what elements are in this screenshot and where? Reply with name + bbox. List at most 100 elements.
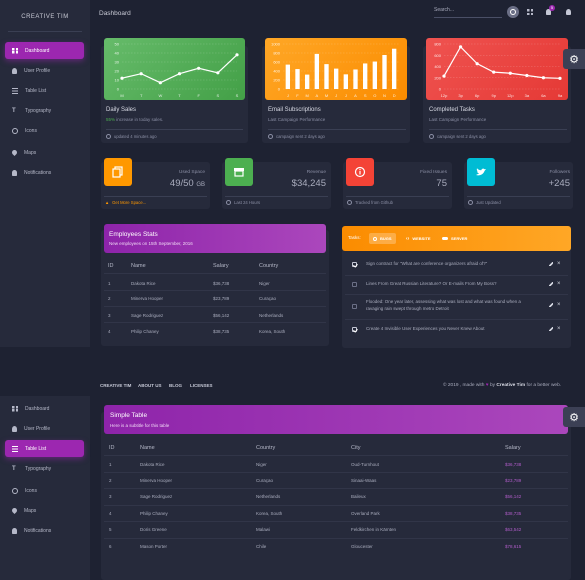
- tab-bugs[interactable]: BUGS: [369, 233, 396, 244]
- sidebar-item-label: User Profile: [24, 425, 51, 432]
- sidebar-item-typography[interactable]: T Typography: [5, 102, 84, 119]
- x-tick-label: 12p: [507, 93, 514, 98]
- sidebar-item-notifications[interactable]: Notifications: [5, 164, 84, 181]
- edit-icon[interactable]: [549, 303, 553, 307]
- sidebar-item-user-profile[interactable]: User Profile: [5, 62, 84, 79]
- task-checkbox[interactable]: [352, 327, 357, 332]
- sidebar-item-typography[interactable]: T Typography: [5, 460, 84, 477]
- divider: [467, 196, 570, 197]
- cell-id: 3: [109, 494, 112, 499]
- close-icon[interactable]: ×: [557, 326, 561, 332]
- data-point: [442, 74, 446, 78]
- edit-icon[interactable]: [549, 282, 553, 286]
- copyright-text: © 2019 , made with: [443, 383, 485, 388]
- sidebar-item-dashboard[interactable]: Dashboard: [5, 42, 84, 59]
- bug-icon: [373, 236, 377, 241]
- settings-gear-icon[interactable]: ⚙: [563, 49, 585, 69]
- completed-tasks-chart: 0 200 400 600 800 12p 3p 6p 9p 12p 3a 6a 9a: [426, 38, 568, 100]
- column-header-name: Name: [140, 445, 155, 451]
- x-tick-label: 6p: [475, 93, 480, 98]
- sidebar-item-label: User Profile: [24, 67, 51, 74]
- x-tick-label: T: [140, 93, 143, 98]
- sidebar-item-maps[interactable]: Maps: [5, 502, 84, 519]
- footer-text: Just Updated: [476, 200, 501, 205]
- sidebar-item-maps[interactable]: Maps: [5, 144, 84, 161]
- copyright-brand[interactable]: Creative Tim: [496, 383, 526, 388]
- cell-country: Korea, South: [256, 511, 283, 516]
- bar: [391, 48, 397, 89]
- x-tick-label: N: [383, 93, 386, 98]
- edit-icon[interactable]: [549, 327, 553, 331]
- brand-logo[interactable]: CREATIVE TIM: [21, 14, 69, 20]
- cell-salary: $23,789: [505, 478, 522, 483]
- sidebar-item-notifications[interactable]: Notifications: [5, 522, 84, 539]
- email-subscriptions-chart: 0 200 400 600 800 1000 J F M A M J J A S O N D: [265, 38, 407, 100]
- clock-icon: [429, 134, 434, 139]
- footer-link-blog[interactable]: BLOG: [169, 383, 182, 388]
- sidebar-item-icons[interactable]: Icons: [5, 122, 84, 139]
- search-button[interactable]: [507, 6, 519, 18]
- footer-link-licenses[interactable]: LICENSES: [190, 383, 213, 388]
- bell-icon: [12, 169, 17, 176]
- footer-link-creative-tim[interactable]: CREATIVE TIM: [100, 383, 132, 388]
- cell-country: Korea, South: [259, 329, 286, 334]
- y-tick-label: 30: [115, 60, 120, 65]
- sidebar-item-label: Icons: [25, 127, 37, 134]
- divider: [104, 196, 207, 197]
- y-tick-label: 0: [117, 87, 120, 92]
- sidebar-item-user-profile[interactable]: User Profile: [5, 420, 84, 437]
- y-tick-label: 600: [273, 60, 280, 65]
- bubble-icon: [12, 127, 18, 134]
- sidebar-item-table-list[interactable]: Table List: [5, 440, 84, 457]
- dashboard-icon[interactable]: [527, 9, 533, 15]
- tab-server[interactable]: SERVER: [438, 233, 471, 244]
- sidebar-item-label: Notifications: [24, 527, 52, 534]
- sidebar-item-label: Notifications: [24, 169, 52, 176]
- cell-name: Doris Greene: [140, 527, 167, 532]
- data-point: [197, 66, 201, 70]
- brand-divider: [8, 31, 82, 32]
- bar: [314, 53, 320, 89]
- email-subscriptions-title: Email Subscriptions: [268, 107, 321, 113]
- cell-salary: $36,738: [213, 281, 230, 286]
- notification-bell-icon[interactable]: [546, 9, 551, 15]
- x-tick-label: 3a: [525, 93, 530, 98]
- close-icon[interactable]: ×: [557, 281, 561, 287]
- dashboard-icon: [12, 405, 18, 412]
- settings-gear-icon[interactable]: ⚙: [563, 407, 585, 427]
- bar: [343, 74, 349, 89]
- footer-text: updated 4 minutes ago: [114, 134, 157, 139]
- data-point: [177, 72, 182, 76]
- y-tick-label: 0: [278, 87, 281, 92]
- sidebar-item-label: Icons: [25, 487, 37, 494]
- sidebar-item-dashboard[interactable]: Dashboard: [5, 400, 84, 417]
- user-account-icon[interactable]: [566, 9, 571, 15]
- x-tick-label: M: [305, 93, 308, 98]
- dashboard-icon: [12, 47, 18, 54]
- used-space-footer[interactable]: ▲ Get More Space...: [105, 200, 146, 205]
- task-checkbox[interactable]: [352, 282, 357, 287]
- x-tick-label: D: [393, 93, 396, 98]
- daily-sales-percent: 55%: [106, 117, 116, 122]
- revenue-label: Revenue: [306, 170, 326, 175]
- divider: [104, 306, 326, 307]
- edit-icon[interactable]: [549, 262, 553, 266]
- daily-sales-subtitle: 55% increase in today sales.: [106, 117, 163, 122]
- divider: [106, 129, 243, 130]
- divider: [104, 488, 568, 489]
- task-checkbox[interactable]: [352, 262, 357, 267]
- cell-name: Minerva Hooper: [140, 478, 173, 483]
- x-tick-label: A: [354, 93, 357, 98]
- close-icon[interactable]: ×: [557, 261, 561, 267]
- sidebar-item-icons[interactable]: Icons: [5, 482, 84, 499]
- tab-website[interactable]: ‹› WEBSITE: [402, 233, 435, 244]
- close-icon[interactable]: ×: [557, 302, 561, 308]
- cell-city: Oud-Turnhout: [351, 462, 379, 467]
- get-more-space-link[interactable]: Get More Space...: [112, 200, 147, 205]
- footer-link-about-us[interactable]: ABOUT US: [138, 383, 162, 388]
- sidebar-item-table-list[interactable]: Table List: [5, 82, 84, 99]
- column-header-country: Country: [259, 263, 279, 269]
- task-checkbox[interactable]: [352, 304, 357, 309]
- search-input[interactable]: Search...: [434, 4, 502, 18]
- cell-name: Sage Rodriguez: [140, 494, 173, 499]
